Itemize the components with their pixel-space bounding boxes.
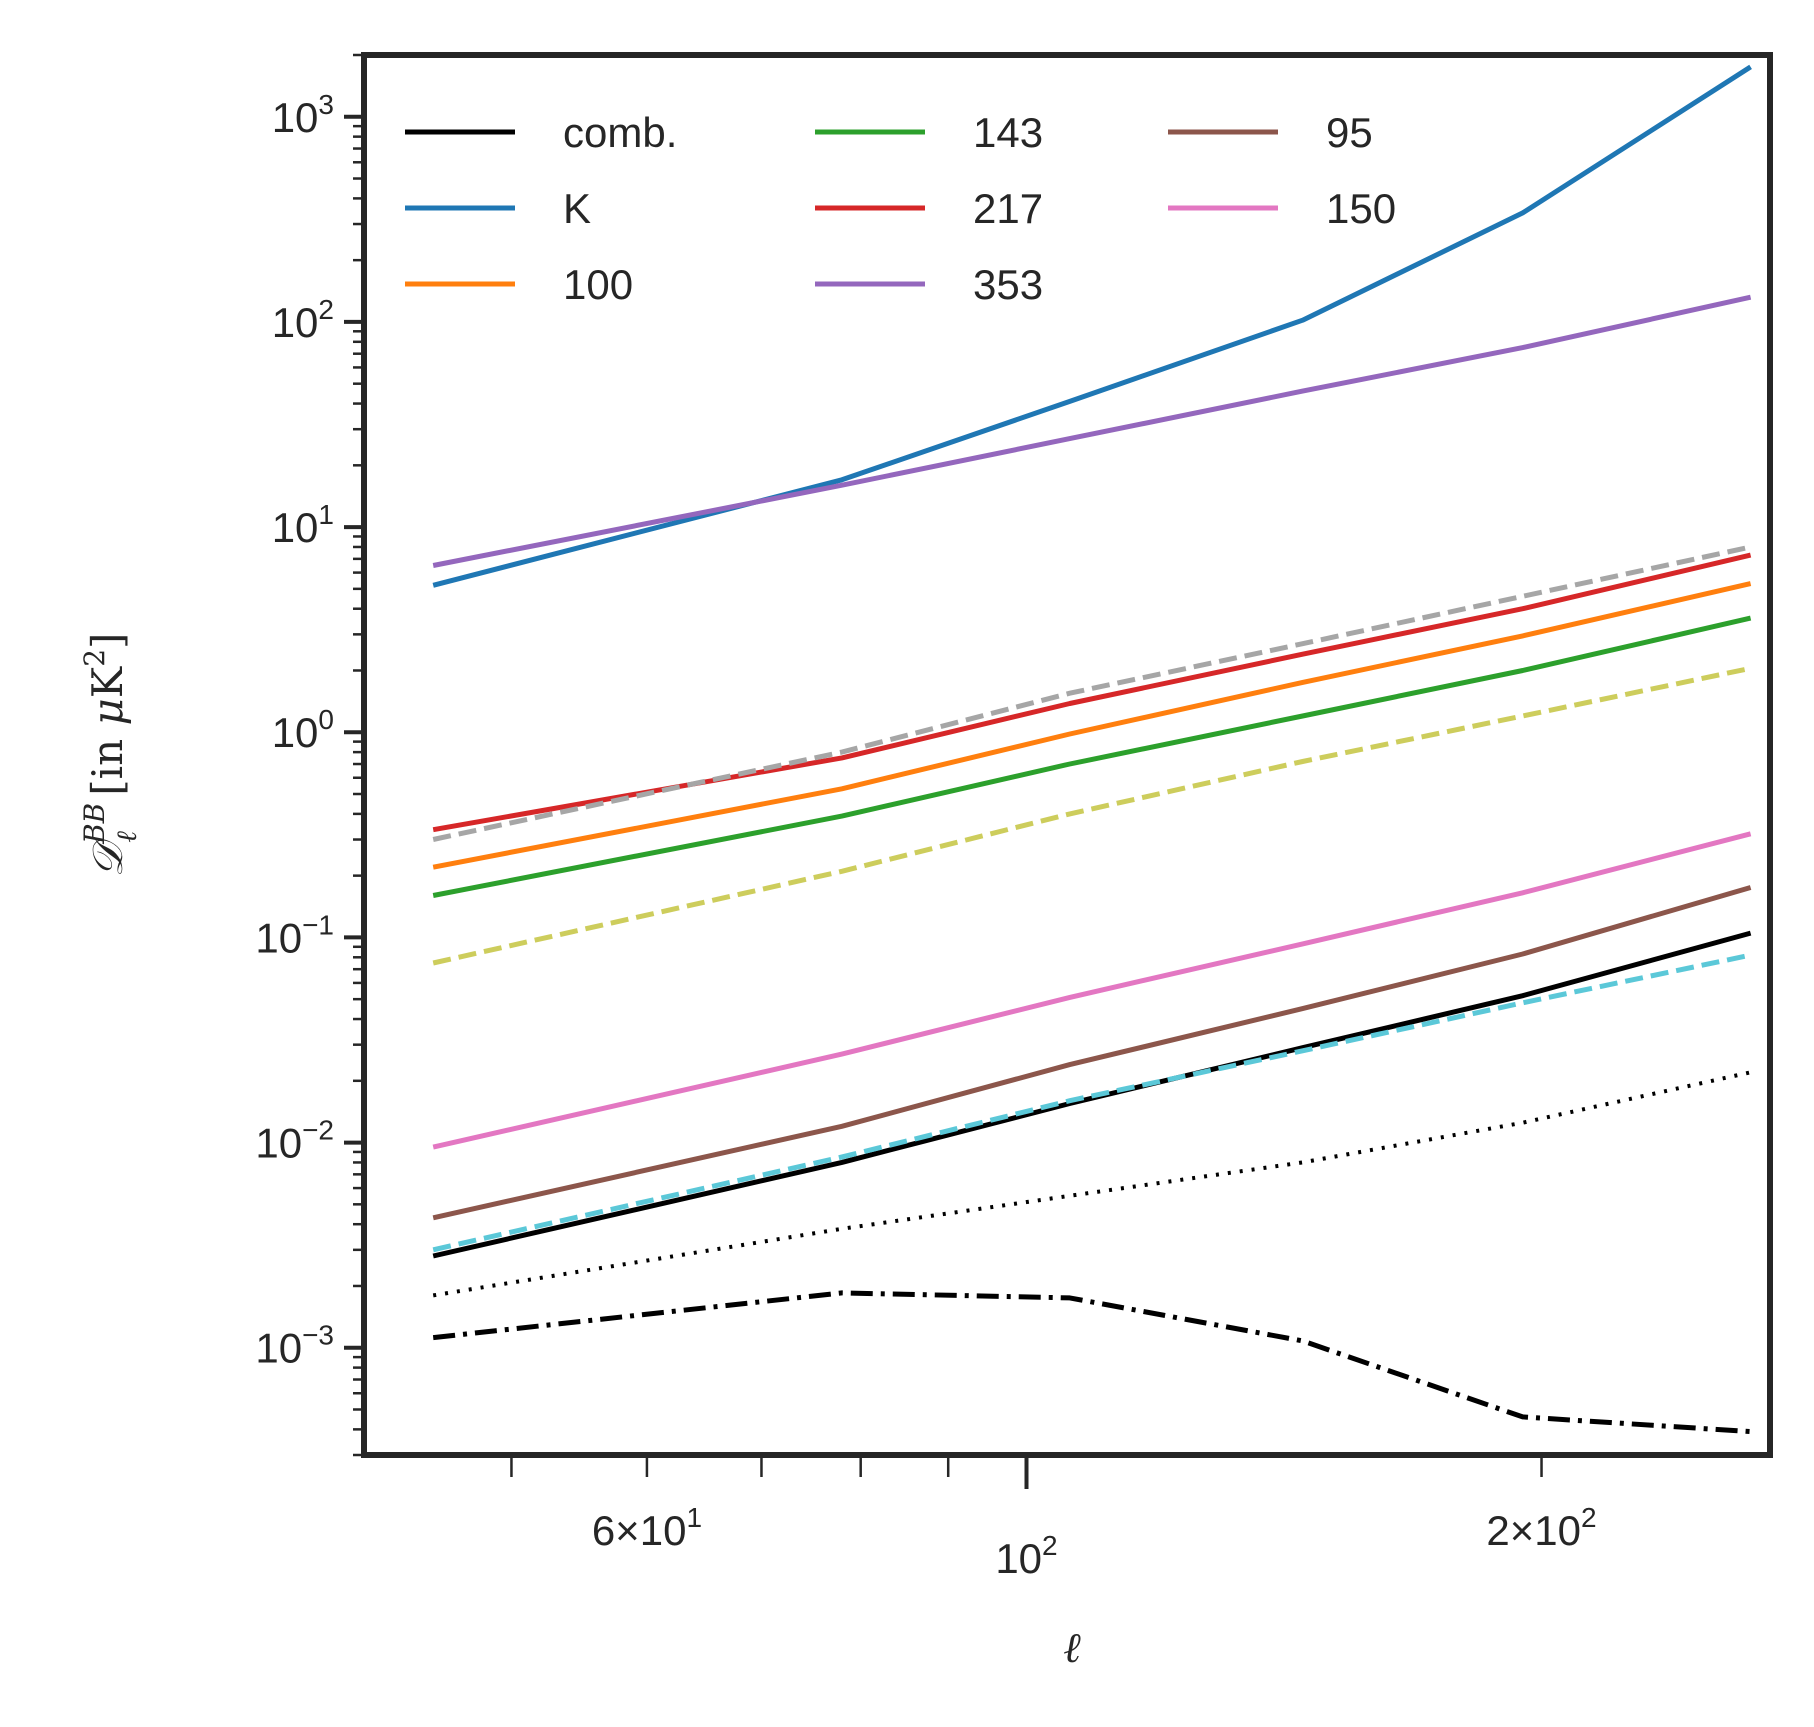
- y-tick-label: 10−1: [255, 909, 334, 961]
- legend-label-95: 95: [1326, 109, 1373, 156]
- series-line-143: [432, 615, 1752, 898]
- y-axis-ticks: 10−3 10−2 10−1 100 101 102 103: [255, 53, 364, 1457]
- series-line-unlabeled-10: [432, 665, 1752, 966]
- x-tick-label: 2×102: [1486, 1502, 1596, 1554]
- series-line-unlabeled-13: [432, 1290, 1751, 1435]
- y-axis-label-sup: BB: [78, 803, 111, 845]
- series-line-100: [432, 581, 1752, 870]
- legend-label-217: 217: [973, 185, 1043, 232]
- x-axis-label: ℓ: [1063, 1623, 1081, 1672]
- y-tick-label: 101: [272, 499, 334, 551]
- y-axis-label-unit-mu: μ: [83, 698, 132, 725]
- series-line-unlabeled-11: [432, 952, 1752, 1253]
- legend: comb. K 100 143 217 353 95 150: [405, 109, 1396, 308]
- series-line-150: [432, 831, 1752, 1150]
- series-line-95: [432, 885, 1752, 1221]
- y-axis-label-sub: ℓ: [110, 831, 143, 843]
- series-line-unlabeled-9: [432, 544, 1752, 842]
- series-line-comb: [432, 930, 1752, 1259]
- x-tick-label: 6×101: [592, 1502, 702, 1554]
- series-line-unlabeled-12: [432, 1070, 1752, 1298]
- legend-label-100: 100: [563, 261, 633, 308]
- y-axis-label-unit-close: ]: [83, 633, 132, 649]
- legend-label-150: 150: [1326, 185, 1396, 232]
- y-tick-label: 10−2: [255, 1115, 334, 1167]
- series-line-217: [432, 552, 1752, 833]
- y-axis-label-unit-pow: 2: [78, 649, 111, 667]
- y-tick-label: 10−3: [255, 1320, 334, 1372]
- y-tick-label: 100: [272, 704, 334, 756]
- plot-frame: [361, 52, 1773, 1458]
- series-layer: [432, 64, 1752, 1435]
- x-axis-ticks: 6×101 102 2×102: [510, 1455, 1597, 1582]
- y-tick-label: 103: [272, 89, 334, 141]
- y-axis-label: 𝒟BBℓ [in μK2]: [78, 633, 143, 878]
- legend-label-143: 143: [973, 109, 1043, 156]
- series-line-353: [432, 294, 1752, 568]
- legend-label-comb: comb.: [563, 109, 677, 156]
- y-axis-label-unit-open: [in: [83, 725, 132, 809]
- y-axis-label-unit-k: K: [83, 665, 132, 698]
- x-tick-label: 102: [995, 1530, 1057, 1582]
- legend-label-353: 353: [973, 261, 1043, 308]
- y-tick-label: 102: [272, 294, 334, 346]
- legend-label-k: K: [563, 185, 591, 232]
